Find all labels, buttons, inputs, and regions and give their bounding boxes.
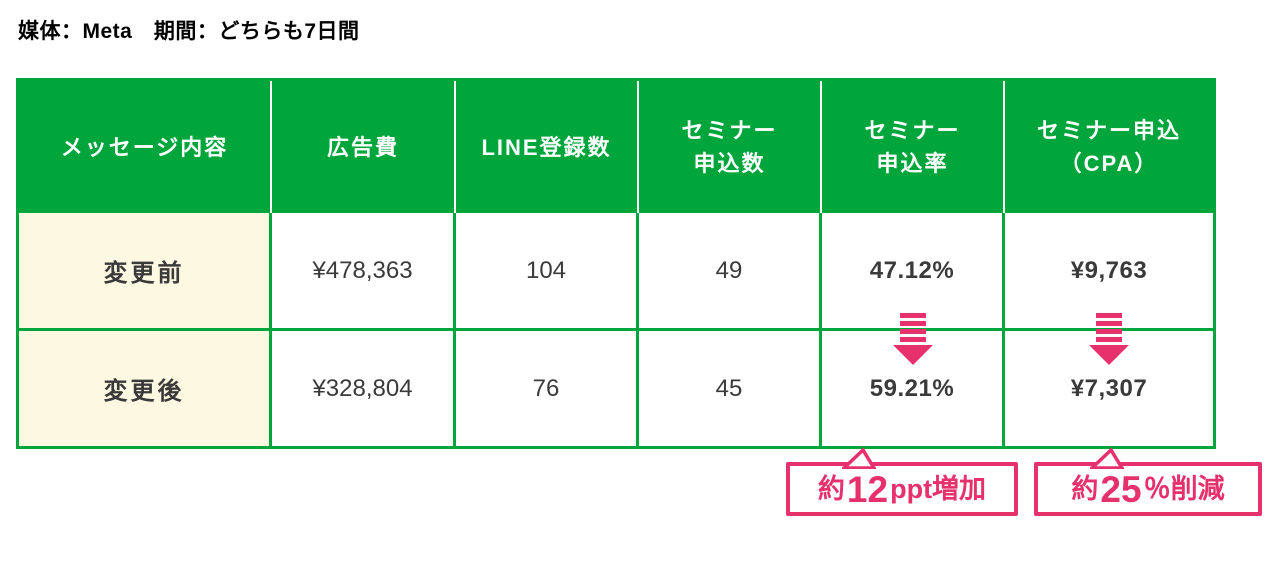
- cell-before-application-rate: 47.12%: [822, 213, 1005, 331]
- callout-decrease: 約 25 ％削減: [1034, 447, 1262, 516]
- callout-prefix: 約: [1071, 473, 1099, 504]
- arrow-stripe: [900, 313, 926, 318]
- down-arrow-icon: [1089, 313, 1129, 365]
- arrow-head: [1089, 345, 1129, 365]
- table-row-after: 変更後 ¥328,804 76 45 59.21% ¥7,307: [19, 331, 1213, 446]
- cell-before-line-registrations: 104: [456, 213, 639, 331]
- callout-tail-icon: [842, 447, 876, 469]
- results-table: メッセージ内容 広告費 LINE登録数 セミナー 申込数 セミナー 申込率 セミ…: [16, 78, 1216, 449]
- header-message-content: メッセージ内容: [19, 81, 272, 213]
- cell-after-ad-cost: ¥328,804: [272, 331, 456, 446]
- callout-tail-icon: [1090, 447, 1124, 469]
- cell-before-ad-cost: ¥478,363: [272, 213, 456, 331]
- row-label-after: 変更後: [19, 331, 272, 446]
- table-row-before: 変更前 ¥478,363 104 49 47.12% ¥9,763: [19, 213, 1213, 331]
- header-seminar-cpa: セミナー申込 （CPA）: [1005, 81, 1213, 213]
- callout-number: 12: [846, 468, 889, 510]
- cell-before-seminar-applications: 49: [639, 213, 822, 331]
- arrow-stripe: [1096, 321, 1122, 326]
- cell-after-line-registrations: 76: [456, 331, 639, 446]
- callout-suffix: ppt増加: [890, 473, 987, 504]
- arrow-stripe: [900, 337, 926, 342]
- arrow-stripe: [900, 329, 926, 334]
- media-period-note: 媒体：Meta 期間：どちらも7日間: [18, 20, 360, 43]
- header-line-registrations: LINE登録数: [456, 81, 639, 213]
- table-header-row: メッセージ内容 広告費 LINE登録数 セミナー 申込数 セミナー 申込率 セミ…: [19, 81, 1213, 213]
- arrow-stripe: [1096, 337, 1122, 342]
- header-seminar-application-rate: セミナー 申込率: [822, 81, 1005, 213]
- cell-after-seminar-applications: 45: [639, 331, 822, 446]
- arrow-head: [893, 345, 933, 365]
- header-seminar-applications: セミナー 申込数: [639, 81, 822, 213]
- callout-increase: 約 12 ppt増加: [786, 447, 1018, 516]
- arrow-stripe: [1096, 329, 1122, 334]
- row-label-before: 変更前: [19, 213, 272, 331]
- header-ad-cost: 広告費: [272, 81, 456, 213]
- arrow-stripe: [1096, 313, 1122, 318]
- down-arrow-icon: [893, 313, 933, 365]
- callout-prefix: 約: [817, 473, 845, 504]
- callout-suffix: ％削減: [1143, 473, 1225, 504]
- arrow-stripe: [900, 321, 926, 326]
- callout-number: 25: [1100, 468, 1142, 510]
- cell-after-application-rate: 59.21%: [822, 331, 1005, 446]
